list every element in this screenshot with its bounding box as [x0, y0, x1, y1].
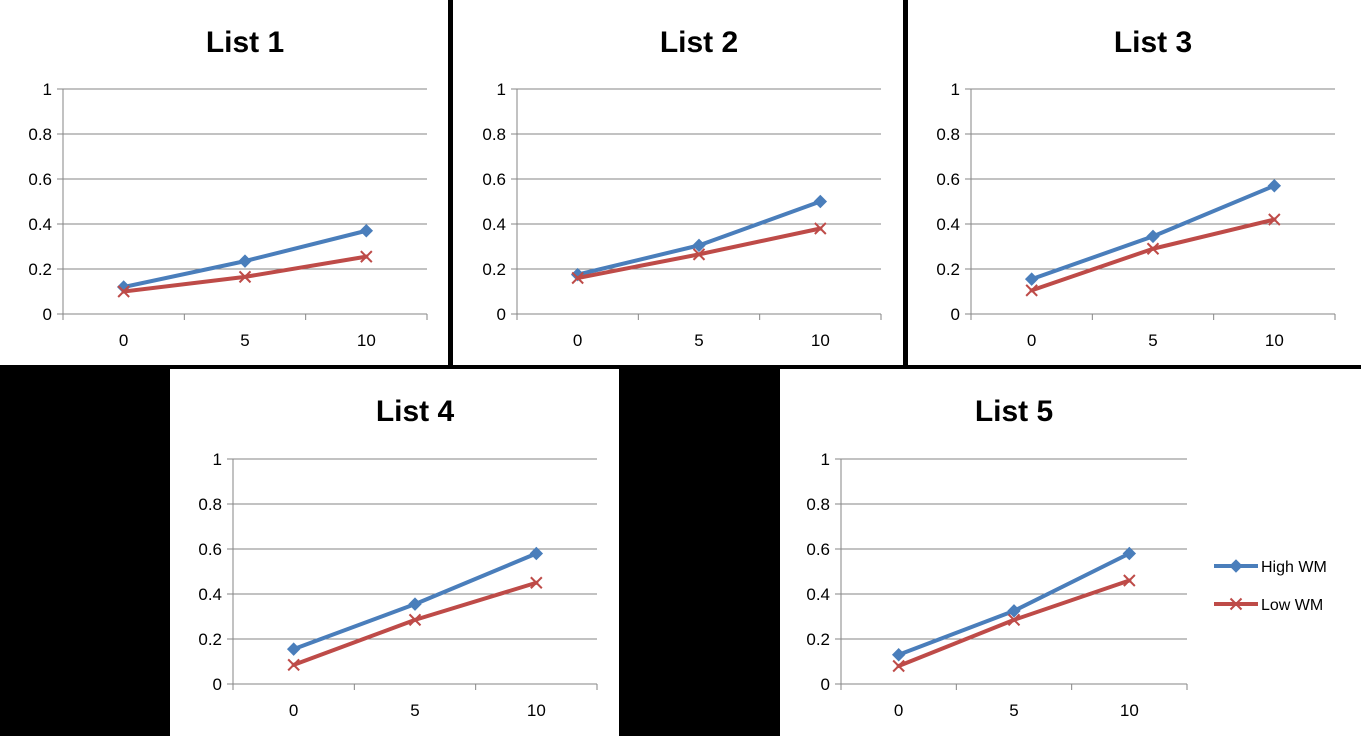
data-point-low-wm — [1007, 613, 1021, 627]
data-point-low-wm — [1268, 213, 1281, 226]
legend-marker-high-wm — [1229, 559, 1243, 573]
y-tick-label: 1 — [497, 80, 506, 99]
x-tick-label: 5 — [1148, 331, 1157, 350]
series-line-low-wm — [291, 580, 539, 667]
y-tick-label: 0.6 — [28, 170, 52, 189]
data-point-high-wm — [1007, 604, 1021, 618]
y-tick-label: 0.6 — [936, 170, 960, 189]
chart-svg: List 200.20.40.60.810 5 10 — [482, 26, 882, 350]
data-point-high-wm — [813, 194, 828, 209]
chart-svg: List 400.20.40.60.810 5 10 — [198, 395, 598, 720]
data-point-low-wm — [360, 250, 373, 263]
chart-panel-list-1: List 1 0 0.2 0.4 0.6 0.8 1 0 5 10 — [0, 0, 448, 365]
legend-label-high-wm: High WM — [1261, 559, 1327, 576]
data-point-high-wm — [1122, 546, 1137, 561]
y-tick-label: 0 — [43, 305, 52, 324]
data-point-high-wm — [286, 642, 301, 656]
y-tick-label: 1 — [951, 80, 960, 99]
data-point-low-wm — [692, 248, 706, 261]
data-point-low-wm — [117, 285, 130, 298]
x-tick-label: 5 — [1009, 701, 1018, 720]
y-tick-label: 0.2 — [936, 260, 960, 279]
y-tick-label: 1 — [213, 450, 222, 469]
data-point-high-wm — [1024, 272, 1039, 286]
data-point-low-wm — [408, 613, 422, 627]
y-tick-label: 0 — [821, 675, 830, 694]
y-tick-label: 0.2 — [806, 630, 830, 649]
y-tick-label: 1 — [43, 80, 52, 99]
x-tick-label: 10 — [1265, 331, 1284, 350]
data-point-high-wm — [359, 224, 374, 238]
data-point-low-wm — [287, 658, 300, 672]
chart-panel-list-4: List 4 0 0.2 0.4 0.6 0.8 1 0 5 10 — [170, 369, 619, 736]
x-tick-label: 0 — [289, 701, 298, 720]
chart-svg: List 300.20.40.60.810 5 10 — [936, 26, 1336, 350]
y-tick-label: 0 — [497, 305, 506, 324]
data-point-low-wm — [530, 576, 543, 589]
data-point-high-wm — [1146, 229, 1160, 244]
y-tick-label: 0.4 — [482, 215, 506, 234]
y-tick-label: 0.4 — [198, 585, 222, 604]
chart-panel-list-5: List 5 0 0.2 0.4 0.6 0.8 1 0 5 10 High WM Low WM — [780, 369, 1361, 736]
y-tick-label: 0.4 — [28, 215, 52, 234]
chart-title: List 5 — [975, 395, 1053, 428]
x-tick-label: 0 — [119, 331, 128, 350]
data-point-high-wm — [891, 648, 906, 662]
chart-title: List 1 — [206, 26, 284, 59]
chart-panel-list-3: List 3 0 0.2 0.4 0.6 0.8 1 0 5 10 — [908, 0, 1361, 365]
data-point-high-wm — [1267, 179, 1282, 193]
data-point-low-wm — [238, 270, 252, 284]
data-point-low-wm — [814, 222, 827, 235]
data-point-high-wm — [529, 546, 544, 561]
y-tick-label: 0.8 — [482, 125, 506, 144]
x-tick-label: 0 — [1027, 331, 1036, 350]
y-tick-label: 0.8 — [28, 125, 52, 144]
x-tick-label: 10 — [527, 701, 546, 720]
chart-title: List 3 — [1114, 26, 1192, 59]
y-tick-label: 0.8 — [806, 495, 830, 514]
data-point-low-wm — [1025, 284, 1038, 297]
chart-title: List 4 — [376, 395, 455, 428]
y-tick-label: 0.2 — [482, 260, 506, 279]
y-tick-label: 0.2 — [198, 630, 222, 649]
y-tick-label: 0.6 — [482, 170, 506, 189]
data-point-high-wm — [692, 238, 706, 253]
data-point-low-wm — [1146, 242, 1160, 255]
x-tick-label: 10 — [1120, 701, 1139, 720]
y-tick-label: 0.8 — [936, 125, 960, 144]
data-point-high-wm — [238, 254, 252, 268]
y-tick-label: 0.2 — [28, 260, 52, 279]
y-tick-label: 0 — [951, 305, 960, 324]
y-tick-label: 0.6 — [198, 540, 222, 559]
legend-label-low-wm: Low WM — [1261, 597, 1323, 614]
x-tick-label: 0 — [573, 331, 582, 350]
legend-marker-low-wm — [1229, 597, 1243, 611]
x-tick-label: 5 — [694, 331, 703, 350]
x-tick-label: 5 — [410, 701, 419, 720]
data-point-low-wm — [892, 659, 905, 673]
y-tick-label: 0 — [213, 675, 222, 694]
x-tick-label: 10 — [357, 331, 376, 350]
y-tick-label: 0.8 — [198, 495, 222, 514]
y-tick-label: 0.6 — [806, 540, 830, 559]
x-tick-label: 5 — [240, 331, 249, 350]
chart-svg: List 100.20.40.60.810 5 10 — [28, 26, 428, 350]
chart-panel-list-2: List 2 0 0.2 0.4 0.6 0.8 1 0 5 10 — [453, 0, 903, 365]
series-line-high-wm — [896, 551, 1132, 657]
y-tick-label: 0.4 — [936, 215, 960, 234]
series-line-low-wm — [896, 578, 1132, 668]
data-point-low-wm — [571, 271, 584, 285]
data-point-low-wm — [1123, 574, 1136, 587]
x-tick-label: 0 — [894, 701, 903, 720]
data-point-high-wm — [408, 597, 422, 611]
chart-title: List 2 — [660, 26, 738, 59]
y-tick-label: 1 — [821, 450, 830, 469]
y-tick-label: 0.4 — [806, 585, 830, 604]
x-tick-label: 10 — [811, 331, 830, 350]
